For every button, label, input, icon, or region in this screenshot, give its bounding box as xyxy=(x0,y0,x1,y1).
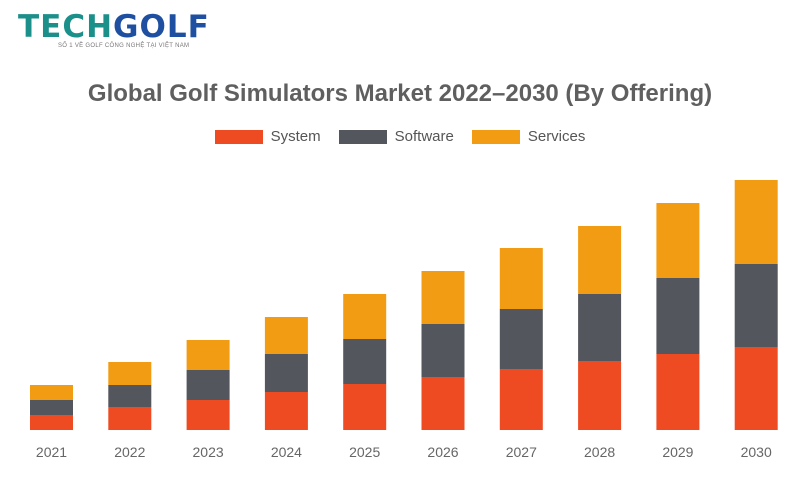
logo-wordmark: TECHGOLF xyxy=(18,9,210,45)
bar-software-2022 xyxy=(108,385,152,407)
bar-software-2027 xyxy=(499,309,543,369)
bar-services-2026 xyxy=(421,271,465,324)
bar-software-2026 xyxy=(421,324,465,377)
bar-services-2021 xyxy=(30,385,73,400)
bar-system-2023 xyxy=(186,400,230,430)
legend-swatch xyxy=(471,129,520,144)
legend-item-system: System xyxy=(214,128,321,145)
legend-item-software: Software xyxy=(338,128,454,145)
bar-software-2028 xyxy=(578,294,622,361)
bar-services-2028 xyxy=(578,226,622,294)
bar-system-2028 xyxy=(578,361,622,430)
bar-system-2030 xyxy=(734,347,778,430)
bar-system-2029 xyxy=(656,354,700,430)
bar-software-2023 xyxy=(186,370,230,400)
bar-software-2025 xyxy=(343,339,387,384)
bar-software-2029 xyxy=(656,278,700,354)
x-tick-label: 2029 xyxy=(662,444,693,460)
x-tick-label: 2023 xyxy=(193,444,224,460)
bar-system-2024 xyxy=(264,392,308,430)
x-tick-label: 2030 xyxy=(741,444,772,460)
bar-services-2025 xyxy=(343,294,387,339)
bar-system-2026 xyxy=(421,377,465,430)
x-tick-label: 2024 xyxy=(271,444,302,460)
bar-system-2025 xyxy=(343,384,387,430)
x-tick-label: 2028 xyxy=(584,444,615,460)
x-tick-label: 2022 xyxy=(114,444,145,460)
bar-system-2027 xyxy=(499,369,543,430)
techgolf-logo: TECHGOLF SỐ 1 VỀ GOLF CÔNG NGHỆ TẠI VIỆT… xyxy=(18,10,238,50)
bar-software-2024 xyxy=(264,354,308,392)
legend-swatch xyxy=(338,129,387,144)
x-tick-label: 2027 xyxy=(506,444,537,460)
chart-title: Global Golf Simulators Market 2022–2030 … xyxy=(87,80,713,107)
bar-software-2021 xyxy=(30,400,73,415)
x-tick-label: 2025 xyxy=(349,444,380,460)
x-tick-label: 2021 xyxy=(36,444,67,460)
bar-services-2027 xyxy=(499,248,543,309)
logo-tagline: SỐ 1 VỀ GOLF CÔNG NGHỆ TẠI VIỆT NAM xyxy=(58,43,190,49)
bar-system-2022 xyxy=(108,407,152,430)
bar-services-2029 xyxy=(656,203,700,278)
legend: System Software Services xyxy=(0,128,800,145)
legend-item-services: Services xyxy=(471,128,585,145)
bar-software-2030 xyxy=(734,264,778,347)
bar-system-2021 xyxy=(30,415,73,430)
bar-services-2023 xyxy=(186,340,230,370)
legend-swatch xyxy=(214,129,263,144)
x-tick-label: 2026 xyxy=(427,444,458,460)
bar-services-2030 xyxy=(734,180,778,264)
bar-services-2024 xyxy=(264,317,308,354)
bar-services-2022 xyxy=(108,362,152,385)
